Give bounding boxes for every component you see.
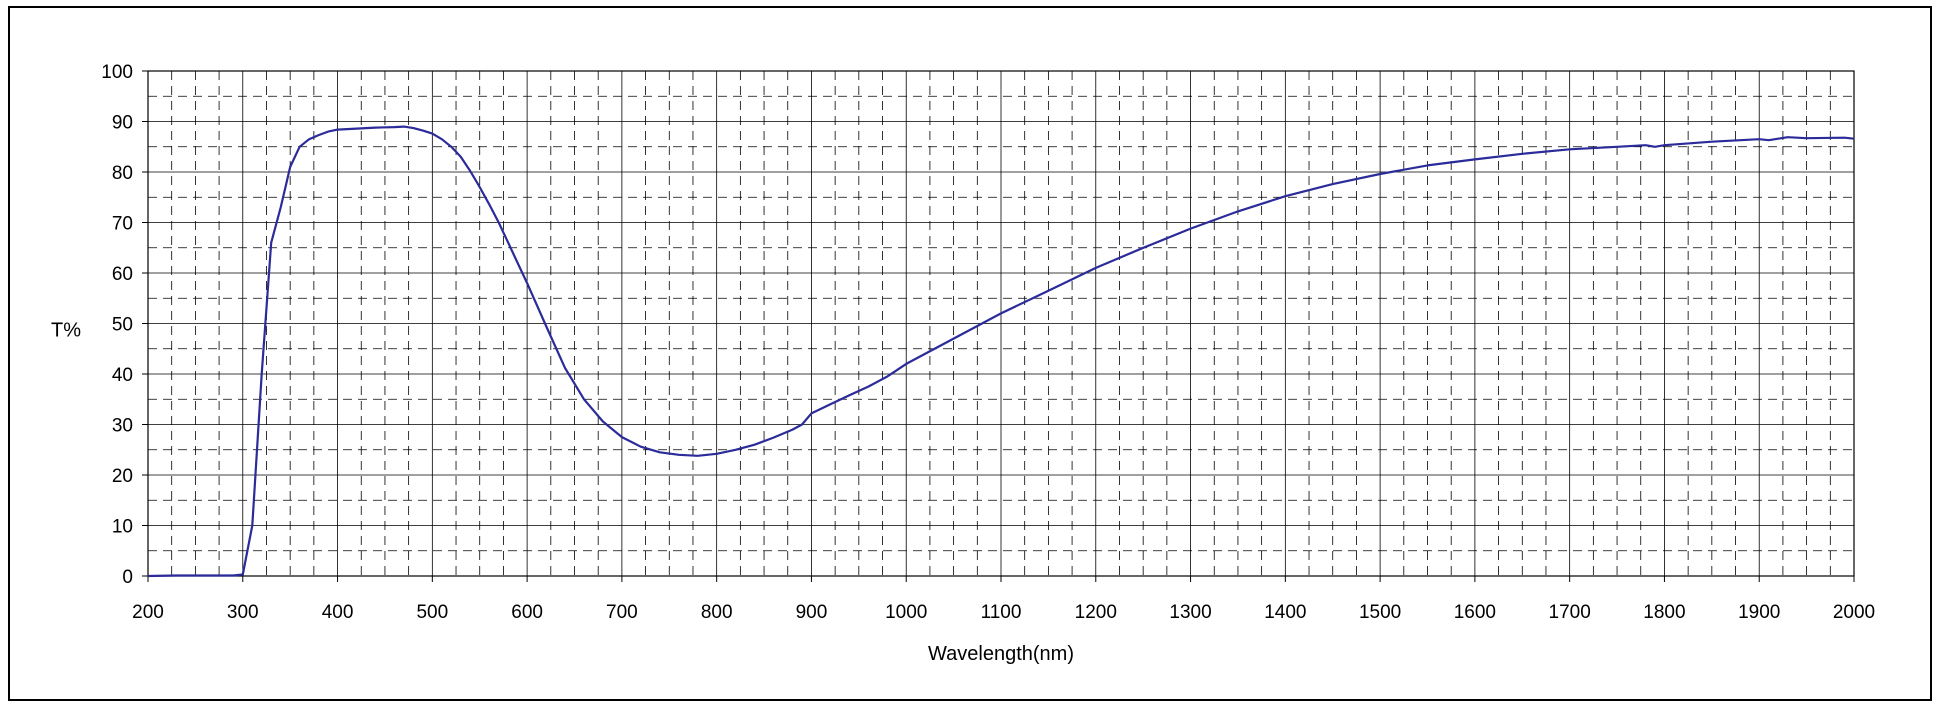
x-tick-label: 1100 — [981, 602, 1022, 623]
x-tick-label: 1600 — [1454, 602, 1496, 623]
x-tick-label: 2000 — [1833, 602, 1875, 623]
x-tick-label: 200 — [132, 602, 164, 623]
y-tick-label: 30 — [112, 416, 133, 437]
x-tick-label: 400 — [322, 602, 354, 623]
y-tick-label: 90 — [112, 113, 133, 134]
x-tick-label: 700 — [606, 602, 638, 623]
x-tick-label: 900 — [796, 602, 828, 623]
y-tick-label: 40 — [112, 365, 133, 386]
y-axis-title: T% — [51, 319, 81, 341]
x-axis-title: Wavelength(nm) — [928, 643, 1074, 665]
x-tick-label: 1200 — [1075, 602, 1117, 623]
x-tick-label: 1900 — [1738, 602, 1780, 623]
y-tick-label: 60 — [112, 264, 133, 285]
x-axis-tick-labels: 200 300 400 500 600 700 800 900 1000 1100 1200 1300… — [132, 602, 1875, 623]
x-tick-label: 600 — [511, 602, 543, 623]
transmission-curve — [147, 125, 1855, 578]
y-axis-tick-labels: 0 10 20 30 40 50 60 70 80 90 100 — [101, 62, 133, 588]
x-tick-label: 1500 — [1359, 602, 1401, 623]
y-tick-label: 100 — [101, 62, 133, 83]
minor-grid — [148, 71, 1854, 576]
x-tick-label: 1700 — [1549, 602, 1591, 623]
y-tick-label: 70 — [112, 214, 133, 235]
y-tick-label: 10 — [112, 517, 133, 538]
y-tick-label: 0 — [122, 567, 133, 588]
x-tick-label: 1000 — [885, 602, 927, 623]
x-tick-label: 1800 — [1643, 602, 1685, 623]
x-tick-label: 800 — [701, 602, 733, 623]
y-tick-label: 80 — [112, 163, 133, 184]
x-tick-label: 500 — [416, 602, 448, 623]
x-tick-label: 1400 — [1264, 602, 1306, 623]
y-tick-label: 20 — [112, 466, 133, 487]
y-tick-label: 50 — [112, 315, 133, 336]
x-tick-label: 300 — [227, 602, 259, 623]
x-tick-label: 1300 — [1169, 602, 1211, 623]
axis-ticks — [142, 70, 1855, 582]
